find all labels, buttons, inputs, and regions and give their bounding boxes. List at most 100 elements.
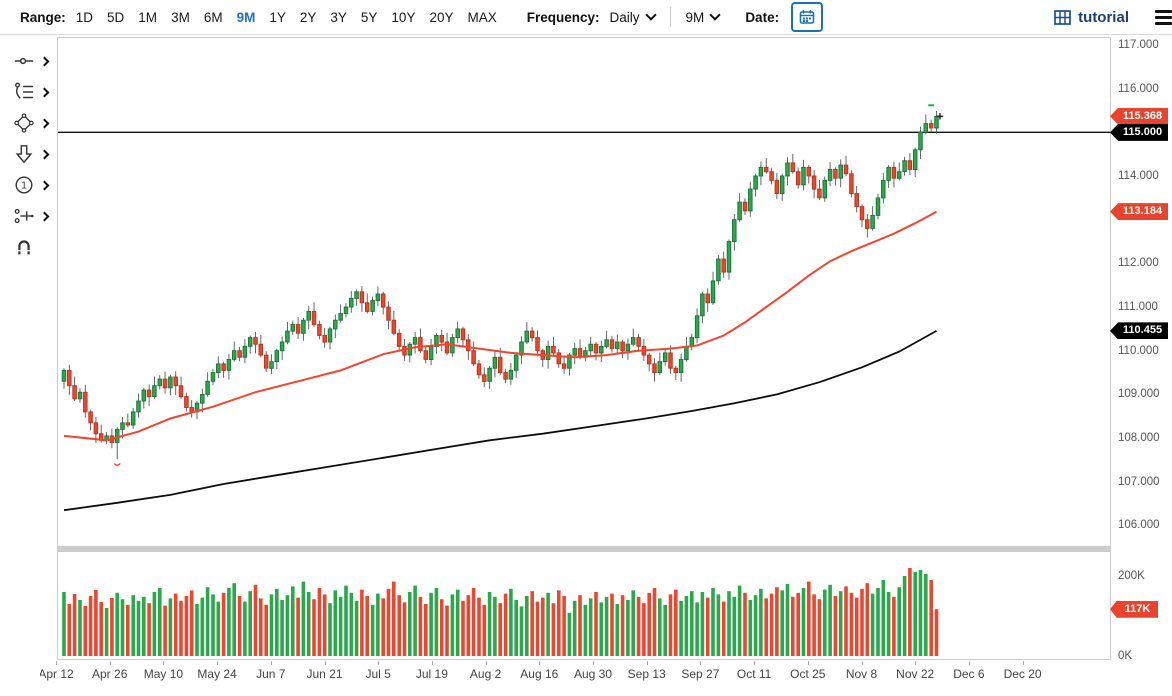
price-tick-label: 109.000 [1118,388,1160,401]
film-grid-icon [1054,9,1072,25]
toolbar-separator [669,7,671,27]
submenu-chevron-icon[interactable] [39,180,50,190]
top-toolbar: Range: 1D 5D 1M 3M 6M 9M 1Y 2Y 3Y 5Y 10Y 20Y MAX Fre… [0,0,1172,35]
volume-badge: 117K [1110,600,1158,618]
line-tool-icon [13,50,35,72]
volume-tick-label: 200K [1118,570,1145,582]
range-option-3y[interactable]: 3Y [330,9,347,25]
frequency-value: Daily [609,9,640,25]
range-option-3m[interactable]: 3M [171,9,190,25]
magnet-tool[interactable] [0,235,57,259]
price-tick-label: 114.000 [1118,170,1159,183]
price-chart-canvas[interactable] [58,38,1110,546]
arrow-tool[interactable] [0,142,57,166]
time-tick-mark [270,661,272,665]
time-tick-mark [163,661,165,665]
interval-dropdown[interactable]: 9M [686,9,721,25]
time-axis[interactable]: Apr 12 Apr 26 May 10 May 24 Jun 7 Jun 21 Jul 5… [40,667,1112,687]
number-annotation-tool[interactable]: 1 [0,173,57,197]
time-tick-mark [217,661,219,665]
time-tick-label: Nov 8 [845,667,878,681]
price-axis[interactable]: 117.000 116.000 114.000 112.000 111.000 110.0… [1110,38,1172,678]
time-tick-label: Jul 19 [415,667,448,681]
shapes-tool[interactable] [0,111,57,135]
range-option-20y[interactable]: 20Y [429,9,454,25]
price-tick-label: 112.000 [1118,257,1159,270]
arrow-down-icon [13,143,35,165]
range-option-max[interactable]: MAX [467,9,497,25]
range-option-10y[interactable]: 10Y [391,9,416,25]
range-label: Range: [20,9,66,25]
compare-icon [13,205,35,227]
submenu-chevron-icon[interactable] [39,87,50,97]
time-tick-label: Apr 12 [40,667,74,681]
time-tick-mark [593,661,594,665]
drawing-toolbar: 1 [0,35,57,696]
price-tick-label: 107.000 [1118,475,1160,488]
time-tick-label: Nov 22 [896,667,935,681]
price-tick-label: 110.000 [1118,344,1159,357]
frequency-dropdown[interactable]: Daily [609,9,657,25]
time-tick-mark [915,661,917,665]
brand-logo[interactable]: tutorial [1054,9,1143,26]
price-tick-label: 117.000 [1118,39,1159,51]
date-label: Date: [745,9,780,25]
submenu-chevron-icon[interactable] [39,211,50,221]
magnet-icon [13,236,35,258]
time-tick-mark [700,661,702,665]
pane-divider[interactable] [57,547,1111,551]
range-option-1y[interactable]: 1Y [269,9,286,25]
time-tick-label: Aug 16 [520,667,559,681]
range-option-5d[interactable]: 5D [107,9,125,25]
compare-tool[interactable] [0,204,57,228]
volume-chart-canvas[interactable] [58,552,1110,659]
price-badge: 113.184 [1110,203,1168,221]
range-option-1m[interactable]: 1M [138,9,158,25]
volume-pane[interactable] [57,551,1111,660]
calendar-icon [799,10,815,24]
range-option-1d[interactable]: 1D [75,9,94,25]
drawing-list-icon [13,81,35,103]
time-tick-label: Dec 6 [953,667,985,681]
time-tick-mark [754,661,756,665]
submenu-chevron-icon[interactable] [39,118,50,128]
range-option-5y[interactable]: 5Y [360,9,378,25]
range-option-2y[interactable]: 2Y [299,9,317,25]
circled-one-icon: 1 [13,174,35,196]
time-tick-mark [109,661,111,665]
diamond-shape-icon [13,112,35,134]
time-tick-mark [1022,661,1024,665]
range-option-6m[interactable]: 6M [203,9,223,25]
time-tick-label: Aug 2 [469,667,502,681]
time-tick-label: Apr 26 [92,667,128,681]
time-tick-mark [968,661,970,665]
date-picker-button[interactable] [791,2,824,32]
time-tick-label: Sep 13 [627,667,666,681]
price-badge: 115.000 [1110,123,1168,141]
range-option-9m[interactable]: 9M [236,9,256,25]
time-tick-mark [646,661,648,665]
time-tick-label: Jul 5 [365,667,391,681]
time-tick-mark [56,661,57,665]
chevron-down-icon [709,9,721,21]
volume-tick-label: 0K [1118,650,1133,662]
price-pane[interactable] [57,37,1111,547]
time-tick-mark [807,661,809,665]
time-tick-mark [324,661,326,665]
price-badge: 110.455 [1110,322,1168,340]
time-tick-label: Sep 27 [681,667,720,681]
frequency-label: Frequency: [526,9,600,25]
line-tool[interactable] [0,49,57,73]
menu-icon[interactable] [1155,9,1172,25]
time-tick-mark [861,661,863,665]
time-tick-mark [539,661,541,665]
range-options: 1D 5D 1M 3M 6M 9M 1Y 2Y 3Y 5Y 10Y 20Y MAX [76,10,497,25]
submenu-chevron-icon[interactable] [39,149,50,159]
time-tick-label: May 10 [143,667,184,681]
time-tick-mark [485,661,487,665]
drawing-list-tool[interactable] [0,80,57,104]
time-tick-label: May 24 [197,667,237,681]
submenu-chevron-icon[interactable] [39,56,50,66]
svg-text:1: 1 [21,181,27,192]
